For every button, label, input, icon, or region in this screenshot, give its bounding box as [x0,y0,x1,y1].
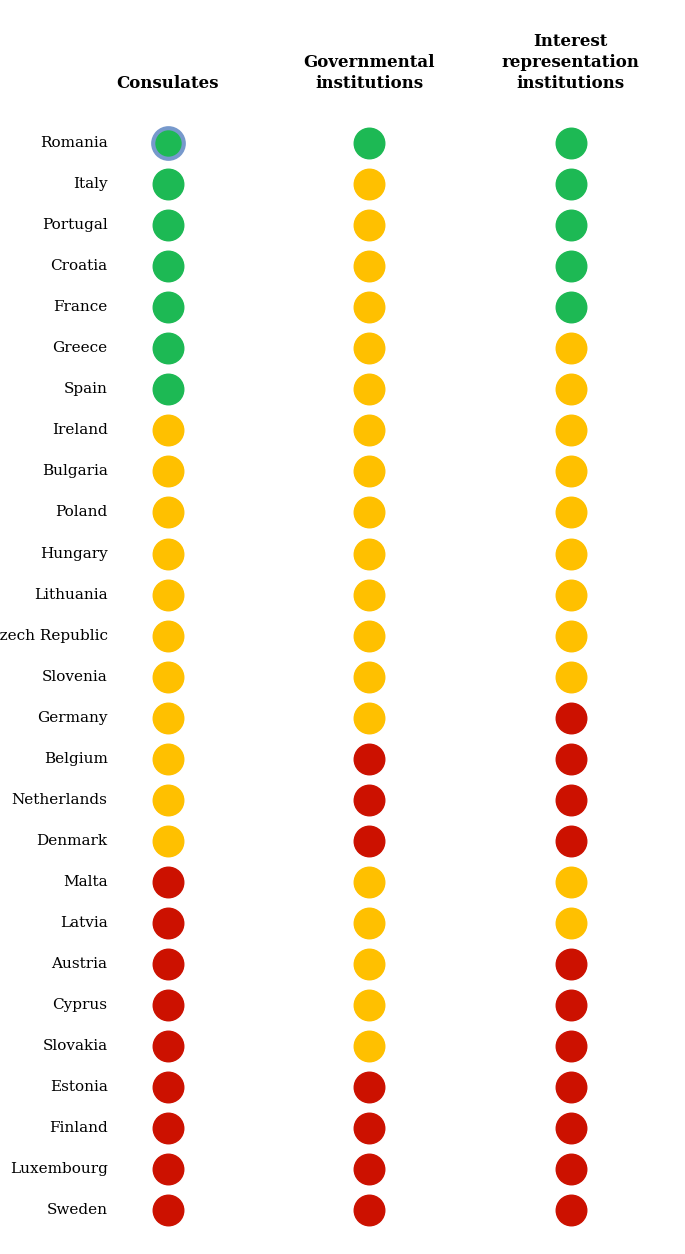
Text: Greece: Greece [53,341,108,355]
Text: Poland: Poland [55,505,108,519]
Text: Finland: Finland [49,1121,108,1135]
Text: Lithuania: Lithuania [34,588,108,602]
Text: Italy: Italy [73,177,108,192]
Text: Sweden: Sweden [47,1203,108,1216]
Text: Latvia: Latvia [60,915,108,929]
Text: Belgium: Belgium [44,751,108,766]
Text: Czech Republic: Czech Republic [0,628,108,642]
Text: Germany: Germany [37,711,108,725]
Text: Austria: Austria [51,957,108,971]
Text: Netherlands: Netherlands [12,793,108,806]
Text: Malta: Malta [63,874,108,889]
Text: Hungary: Hungary [40,547,108,561]
Text: Slovakia: Slovakia [42,1038,108,1052]
Text: Consulates: Consulates [116,75,219,92]
Text: Spain: Spain [64,382,108,396]
Text: France: France [53,301,108,315]
Text: Slovenia: Slovenia [42,670,108,683]
Text: Interest
representation
institutions: Interest representation institutions [502,33,640,92]
Text: Portugal: Portugal [42,218,108,232]
Text: Luxembourg: Luxembourg [10,1161,108,1176]
Text: Cyprus: Cyprus [53,998,108,1012]
Text: Governmental
institutions: Governmental institutions [303,54,435,92]
Text: Ireland: Ireland [51,424,108,438]
Text: Romania: Romania [40,137,108,150]
Text: Croatia: Croatia [51,260,108,273]
Text: Estonia: Estonia [50,1080,108,1093]
Text: Denmark: Denmark [36,834,108,848]
Text: Bulgaria: Bulgaria [42,464,108,479]
